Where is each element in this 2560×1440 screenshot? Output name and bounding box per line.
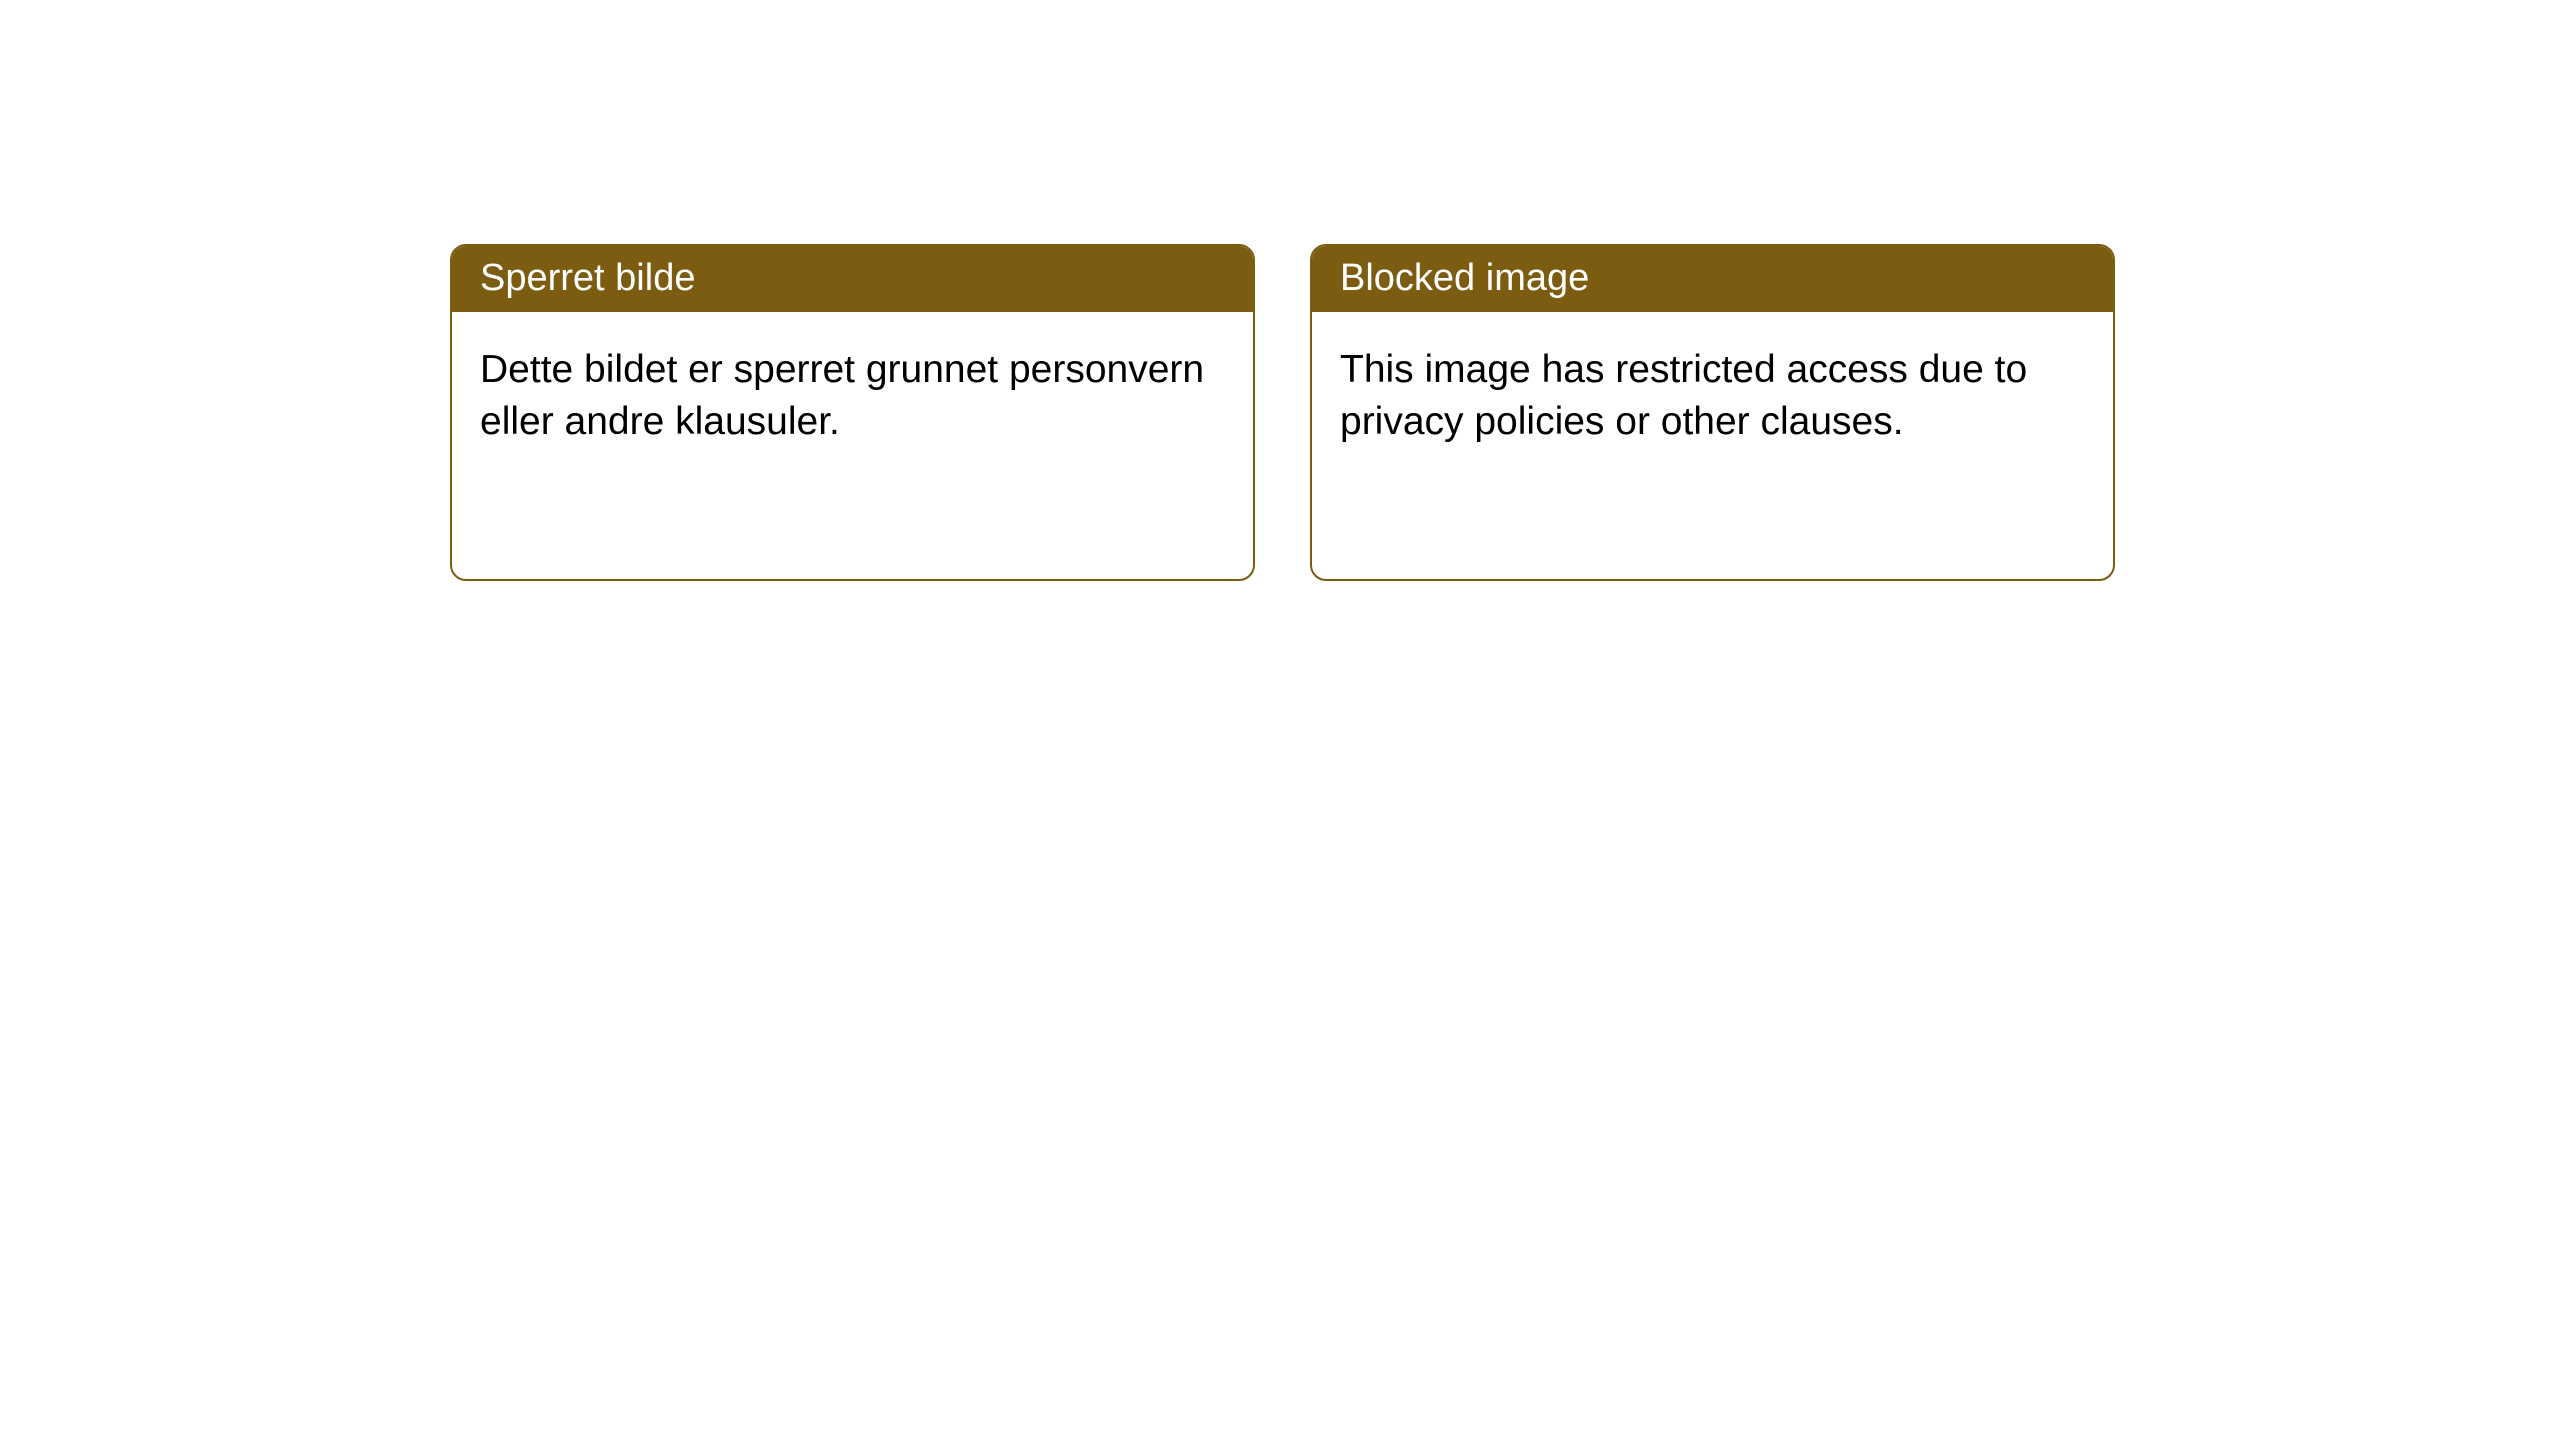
- card-body-english: This image has restricted access due to …: [1312, 312, 2113, 481]
- card-header-norwegian: Sperret bilde: [452, 246, 1253, 312]
- card-header-english: Blocked image: [1312, 246, 2113, 312]
- notice-card-english: Blocked image This image has restricted …: [1310, 244, 2115, 581]
- notice-container: Sperret bilde Dette bildet er sperret gr…: [450, 244, 2115, 581]
- notice-card-norwegian: Sperret bilde Dette bildet er sperret gr…: [450, 244, 1255, 581]
- card-body-norwegian: Dette bildet er sperret grunnet personve…: [452, 312, 1253, 481]
